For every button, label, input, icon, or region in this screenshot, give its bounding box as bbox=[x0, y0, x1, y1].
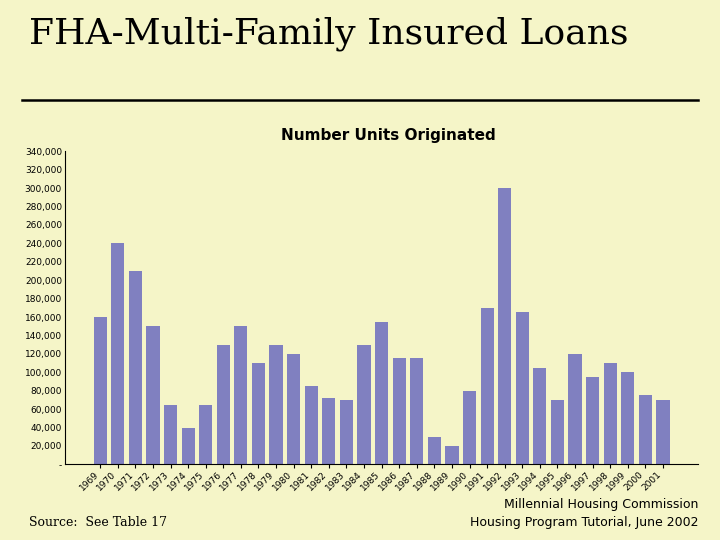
Text: Source:  See Table 17: Source: See Table 17 bbox=[29, 516, 167, 529]
Bar bbox=[375, 322, 388, 464]
Bar bbox=[586, 377, 599, 464]
Bar bbox=[181, 428, 194, 464]
Bar bbox=[146, 326, 160, 464]
Bar bbox=[480, 308, 494, 464]
Bar bbox=[621, 372, 634, 464]
Bar bbox=[94, 317, 107, 464]
Bar bbox=[657, 400, 670, 464]
Bar bbox=[129, 271, 142, 464]
Bar bbox=[463, 391, 476, 464]
Bar bbox=[392, 359, 406, 464]
Bar bbox=[569, 354, 582, 464]
Bar bbox=[551, 400, 564, 464]
Text: FHA-Multi-Family Insured Loans: FHA-Multi-Family Insured Loans bbox=[29, 16, 629, 51]
Bar bbox=[199, 404, 212, 464]
Bar bbox=[516, 313, 529, 464]
Bar bbox=[534, 368, 546, 464]
Bar bbox=[603, 363, 617, 464]
Bar bbox=[639, 395, 652, 464]
Bar bbox=[498, 188, 511, 464]
Bar bbox=[357, 345, 371, 464]
Text: Number Units Originated: Number Units Originated bbox=[282, 128, 496, 143]
Bar bbox=[111, 244, 125, 464]
Bar bbox=[217, 345, 230, 464]
Bar bbox=[446, 446, 459, 464]
Bar bbox=[305, 386, 318, 464]
Text: Millennial Housing Commission
Housing Program Tutorial, June 2002: Millennial Housing Commission Housing Pr… bbox=[470, 498, 698, 529]
Bar bbox=[252, 363, 265, 464]
Bar bbox=[164, 404, 177, 464]
Bar bbox=[410, 359, 423, 464]
Bar bbox=[323, 398, 336, 464]
Bar bbox=[340, 400, 353, 464]
Bar bbox=[269, 345, 283, 464]
Bar bbox=[234, 326, 248, 464]
Bar bbox=[287, 354, 300, 464]
Bar bbox=[428, 437, 441, 464]
